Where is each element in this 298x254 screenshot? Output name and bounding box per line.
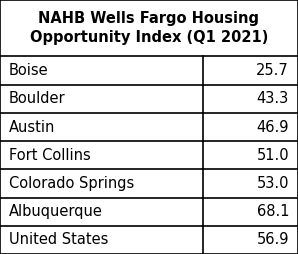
Text: 53.0: 53.0	[257, 176, 289, 191]
Text: 68.1: 68.1	[257, 204, 289, 219]
Text: Austin: Austin	[9, 119, 55, 135]
Text: United States: United States	[9, 232, 108, 247]
Text: Albuquerque: Albuquerque	[9, 204, 103, 219]
Text: Colorado Springs: Colorado Springs	[9, 176, 134, 191]
Text: 46.9: 46.9	[257, 119, 289, 135]
Text: 56.9: 56.9	[257, 232, 289, 247]
Text: 43.3: 43.3	[257, 91, 289, 106]
Text: 51.0: 51.0	[257, 148, 289, 163]
Text: 25.7: 25.7	[256, 63, 289, 78]
Text: Boise: Boise	[9, 63, 49, 78]
Text: Fort Collins: Fort Collins	[9, 148, 91, 163]
Text: Boulder: Boulder	[9, 91, 66, 106]
Text: NAHB Wells Fargo Housing
Opportunity Index (Q1 2021): NAHB Wells Fargo Housing Opportunity Ind…	[30, 11, 268, 45]
